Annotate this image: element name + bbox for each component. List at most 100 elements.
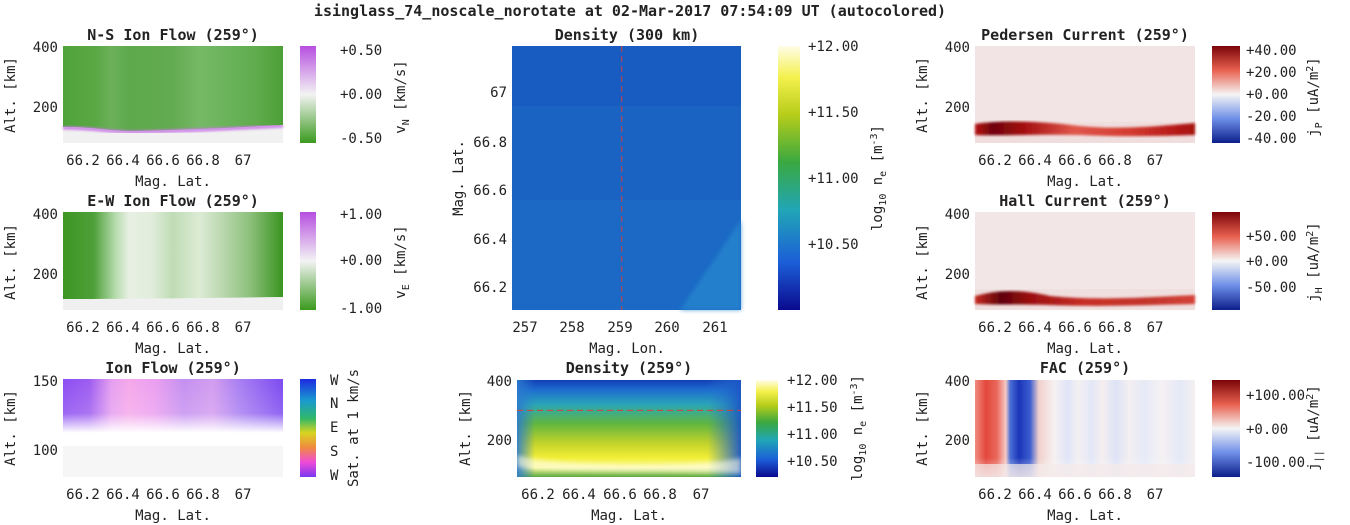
x-tick-label: 66.6: [1058, 487, 1092, 503]
colorbar: [300, 46, 316, 143]
panel-title: Pedersen Current (259°): [981, 26, 1189, 44]
x-tick-label: 66.6: [146, 153, 180, 169]
x-axis-label: Mag. Lat.: [1047, 341, 1123, 357]
x-tick-label: 66.2: [66, 487, 100, 503]
y-axis-label: Alt. [km]: [3, 224, 19, 300]
panel-title: Density (300 km): [555, 26, 700, 44]
panel-fac: FAC (259°) 400 200 Alt. [km] 66.2 66.4 6…: [915, 359, 1325, 524]
colorbar: [1212, 212, 1240, 310]
colorbar-tick-label: +10.50: [787, 454, 838, 470]
x-tick-label: 66.4: [1018, 320, 1052, 336]
colorbar-tick-label: -50.00: [1246, 280, 1297, 296]
colorbar-tick-label: E: [330, 420, 338, 436]
colorbar-tick-label: -0.50: [340, 131, 382, 147]
y-tick-label: 400: [945, 207, 970, 223]
x-tick-label: 66.6: [1058, 320, 1092, 336]
x-axis-label: Mag. Lon.: [589, 341, 665, 357]
x-tick-label: 66.4: [562, 487, 596, 503]
y-axis-label: Alt. [km]: [458, 390, 474, 466]
x-tick-label: 66.2: [66, 320, 100, 336]
colorbar: [756, 380, 778, 477]
panel-title: E-W Ion Flow (259°): [87, 192, 259, 210]
x-tick-label: 67: [235, 320, 252, 336]
colorbar-tick-label: +0.00: [340, 253, 382, 269]
x-ticks: 66.2 66.4 66.6 66.8 67: [66, 320, 251, 336]
colorbar-tick-label: +0.00: [1246, 87, 1288, 103]
x-ticks: 257 258 259 260 261: [512, 320, 727, 336]
y-tick-label: 400: [33, 207, 58, 223]
y-tick-label: 400: [33, 40, 58, 56]
x-tick-label: 66.4: [1018, 153, 1052, 169]
x-tick-label: 67: [693, 487, 710, 503]
panel-title: N-S Ion Flow (259°): [87, 26, 259, 44]
x-axis-label: Mag. Lat.: [135, 508, 211, 524]
colorbar: [1212, 380, 1240, 477]
x-tick-label: 66.8: [186, 320, 220, 336]
x-axis-label: Mag. Lat.: [1047, 174, 1123, 190]
colorbar: [778, 46, 800, 310]
y-tick-label: 200: [945, 267, 970, 283]
x-tick-label: 66.2: [978, 320, 1012, 336]
current-band: [975, 121, 1195, 137]
x-tick-label: 66.2: [978, 487, 1012, 503]
colorbar-ticks: +12.00 +11.50 +11.00 +10.50: [787, 373, 838, 470]
y-tick-label: 67: [490, 85, 507, 101]
colorbar-tick-label: +1.00: [340, 207, 382, 223]
x-tick-label: 66.4: [106, 487, 140, 503]
x-tick-label: 66.2: [66, 153, 100, 169]
panel-ns-ion-flow: N-S Ion Flow (259°) 400 200 Alt. [km] 66…: [3, 26, 412, 190]
colorbar-tick-label: -20.00: [1246, 109, 1297, 125]
colorbar-label: vN [km/s]: [393, 60, 412, 133]
x-tick-label: 67: [1147, 320, 1164, 336]
panel-ion-flow: Ion Flow (259°) 150 100 Alt. [km] 66.2 6…: [3, 359, 362, 524]
x-tick-label: 66.8: [186, 487, 220, 503]
x-ticks: 66.2 66.4 66.6 66.8 67: [978, 153, 1163, 169]
colorbar-tick-label: +12.00: [808, 39, 859, 55]
y-tick-label: 200: [33, 267, 58, 283]
panel-ew-ion-flow: E-W Ion Flow (259°) 400 200 Alt. [km] 66…: [3, 192, 412, 357]
y-tick-label: 66.6: [473, 183, 507, 199]
x-tick-label: 259: [607, 320, 632, 336]
colorbar-tick-label: +11.00: [787, 427, 838, 443]
y-tick-label: 66.4: [473, 232, 507, 248]
y-axis-label: Alt. [km]: [915, 224, 931, 300]
x-tick-label: 66.6: [1058, 153, 1092, 169]
colorbar-tick-label: W: [330, 468, 339, 484]
panel-title: Hall Current (259°): [999, 192, 1171, 210]
panel-title: Density (259°): [566, 359, 692, 377]
colorbar-label: jP [uA/m2]: [1305, 57, 1325, 137]
heatmap-field: [63, 212, 283, 310]
y-tick-label: 400: [945, 374, 970, 390]
panel-title: FAC (259°): [1040, 359, 1130, 377]
colorbar-tick-label: +0.00: [1246, 422, 1288, 438]
x-ticks: 66.2 66.4 66.6 66.8 67: [978, 487, 1163, 503]
colorbar: [300, 379, 316, 477]
y-axis-label: Alt. [km]: [915, 57, 931, 133]
colorbar-label: log10 ne [m-3]: [869, 125, 889, 231]
y-tick-label: 100: [33, 443, 58, 459]
colorbar-label: j|| [uA/m2]: [1305, 385, 1325, 471]
y-tick-label: 200: [487, 433, 512, 449]
colorbar-ticks: +12.00 +11.50 +11.00 +10.50: [808, 39, 859, 253]
colorbar-tick-label: +12.00: [787, 373, 838, 389]
x-axis-label: Mag. Lat.: [591, 508, 667, 524]
y-tick-label: 200: [945, 433, 970, 449]
x-tick-label: 67: [235, 487, 252, 503]
x-tick-label: 66.4: [106, 153, 140, 169]
colorbar-tick-label: +20.00: [1246, 65, 1297, 81]
panel-density-300km: Density (300 km) 67 66.8 66.6 66.4 66.2 …: [451, 26, 889, 357]
y-axis-label: Mag. Lat.: [451, 140, 467, 216]
colorbar-tick-label: +10.50: [808, 237, 859, 253]
x-tick-label: 66.8: [1098, 320, 1132, 336]
x-tick-label: 66.2: [521, 487, 555, 503]
colorbar-tick-label: +11.50: [787, 400, 838, 416]
colorbar-tick-label: -1.00: [340, 301, 382, 317]
x-tick-label: 66.8: [186, 153, 220, 169]
x-tick-label: 66.8: [1098, 487, 1132, 503]
x-tick-label: 261: [702, 320, 727, 336]
colorbar-tick-label: +11.00: [808, 171, 859, 187]
y-tick-label: 66.2: [473, 280, 507, 296]
colorbar-tick-label: +11.50: [808, 105, 859, 121]
x-ticks: 66.2 66.4 66.6 66.8 67: [66, 153, 251, 169]
